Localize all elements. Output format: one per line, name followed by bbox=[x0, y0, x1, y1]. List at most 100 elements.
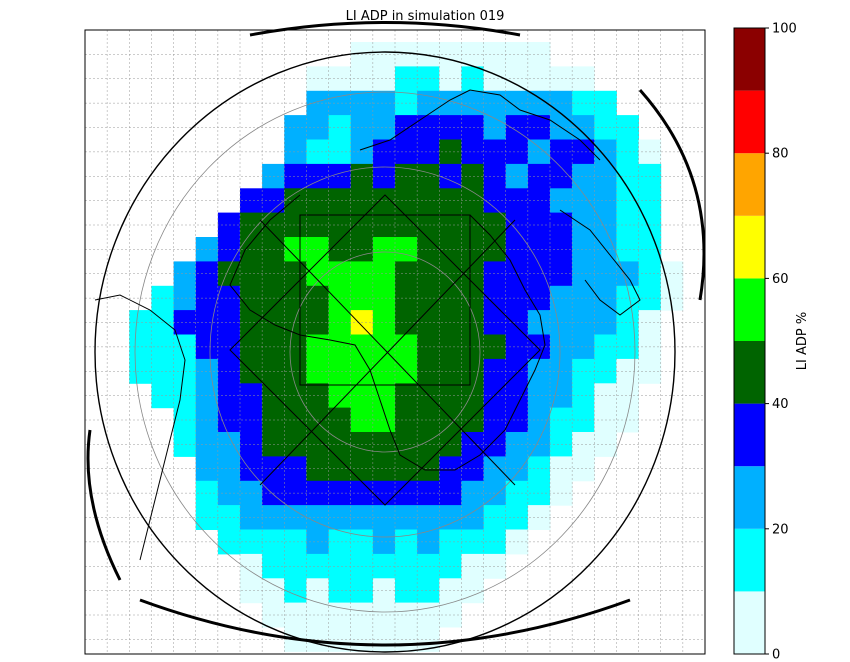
heatmap-cell bbox=[372, 285, 396, 311]
heatmap-cell bbox=[284, 188, 307, 214]
heatmap-cell bbox=[417, 553, 440, 579]
heatmap-cell bbox=[461, 310, 484, 335]
heatmap-cell bbox=[616, 334, 639, 360]
heatmap-cell bbox=[461, 456, 484, 482]
heatmap-cell bbox=[372, 627, 396, 652]
heatmap-cell bbox=[417, 66, 440, 92]
heatmap-cell bbox=[461, 139, 484, 165]
heatmap-cell bbox=[461, 553, 484, 579]
earth-disk-outline bbox=[94, 51, 676, 653]
heatmap-cell bbox=[527, 505, 551, 530]
heatmap-cell bbox=[372, 553, 396, 579]
view-circle-outer bbox=[134, 91, 636, 613]
heatmap-cell bbox=[417, 432, 440, 457]
heatmap-cell bbox=[572, 456, 595, 482]
heatmap-cell bbox=[240, 480, 263, 506]
heatmap-cell bbox=[527, 432, 551, 457]
heatmap-cell bbox=[527, 90, 551, 116]
chart-title: LI ADP in simulation 019 bbox=[345, 9, 505, 24]
heatmap-cell bbox=[240, 285, 263, 311]
colorbar-level bbox=[734, 28, 765, 91]
heatmap-cell bbox=[417, 529, 440, 555]
colorbar-tick-label: 40 bbox=[772, 397, 789, 412]
heatmap-cell bbox=[240, 237, 263, 262]
colorbar: 0 20 40 60 80 100 LI ADP % bbox=[733, 22, 810, 662]
heatmap-cell bbox=[372, 66, 396, 92]
heatmap-cell bbox=[240, 407, 263, 433]
heatmap-cell bbox=[616, 383, 639, 409]
heatmap-cell bbox=[461, 505, 484, 530]
disk-edge-band-top bbox=[249, 21, 521, 37]
heatmap-cell bbox=[240, 261, 263, 287]
heatmap-cell bbox=[173, 432, 197, 457]
heatmap-cell bbox=[572, 139, 595, 165]
heatmap-cell bbox=[572, 115, 595, 140]
heatmap-cell bbox=[616, 163, 639, 189]
heatmap-cell bbox=[461, 407, 484, 433]
heatmap-cell bbox=[284, 163, 307, 189]
heatmap-cell bbox=[461, 188, 484, 214]
heatmap-cell bbox=[527, 261, 551, 287]
footprint-square-2 bbox=[299, 214, 471, 386]
heatmap-cell bbox=[372, 42, 396, 67]
heatmap-cell bbox=[328, 66, 352, 92]
lightning-imager-footprints bbox=[229, 194, 541, 506]
heatmap-cell bbox=[240, 310, 263, 335]
heatmap-cell bbox=[284, 578, 307, 604]
view-circle-mid bbox=[209, 166, 561, 538]
heatmap-cell bbox=[572, 334, 595, 360]
heatmap-cell bbox=[461, 66, 484, 92]
heatmap-cell bbox=[240, 578, 263, 604]
colorbar-tick-label: 20 bbox=[772, 522, 789, 537]
heatmap-cell bbox=[284, 505, 307, 530]
heatmap-cell bbox=[328, 505, 352, 530]
heatmap-cell bbox=[616, 358, 639, 384]
colorbar-level bbox=[734, 403, 765, 467]
heatmap-cell bbox=[527, 310, 551, 335]
heatmap-cell bbox=[240, 212, 263, 238]
heatmap-cell bbox=[616, 212, 639, 238]
heatmap-cell bbox=[284, 480, 307, 506]
heatmap-cell bbox=[461, 334, 484, 360]
colorbar-level bbox=[734, 591, 765, 654]
heatmap-cell bbox=[527, 66, 551, 92]
colorbar-level bbox=[734, 215, 765, 279]
heatmap-cell bbox=[284, 334, 307, 360]
heatmap-cell bbox=[572, 90, 595, 116]
heatmap-cell bbox=[417, 237, 440, 262]
heatmap-cell bbox=[527, 358, 551, 384]
colorbar-level bbox=[734, 528, 765, 592]
heatmap-cell bbox=[417, 310, 440, 335]
heatmap-cell bbox=[417, 407, 440, 433]
heatmap-cell bbox=[328, 334, 352, 360]
colorbar-level bbox=[734, 90, 765, 154]
heatmap-cell bbox=[328, 188, 352, 214]
heatmap-cell bbox=[461, 480, 484, 506]
heatmap-cell bbox=[328, 432, 352, 457]
heatmap-cell bbox=[417, 139, 440, 165]
colorbar-level bbox=[734, 466, 765, 529]
heatmap-cell bbox=[417, 115, 440, 140]
heatmap-cell bbox=[328, 285, 352, 311]
heatmap-cell bbox=[461, 90, 484, 116]
heatmap-cell bbox=[372, 188, 396, 214]
heatmap-cell bbox=[328, 383, 352, 409]
disk-edge-band-bottom bbox=[139, 598, 631, 647]
heatmap-cell bbox=[240, 432, 263, 457]
heatmap-cell bbox=[372, 480, 396, 506]
earth-disk-edge bbox=[94, 51, 676, 653]
heatmap-cell bbox=[572, 383, 595, 409]
heatmap-cell bbox=[572, 407, 595, 433]
heatmap-cell bbox=[417, 480, 440, 506]
footprint-diagonal-2 bbox=[259, 219, 516, 486]
heatmap-cell bbox=[527, 285, 551, 311]
heatmap-cell bbox=[328, 480, 352, 506]
heatmap-cell bbox=[572, 285, 595, 311]
heatmap-cell bbox=[616, 310, 639, 335]
heatmap-cell bbox=[372, 163, 396, 189]
heatmap-cell bbox=[328, 212, 352, 238]
heatmap-cell bbox=[372, 432, 396, 457]
heatmap-cell bbox=[284, 285, 307, 311]
coastline-europe bbox=[359, 89, 601, 161]
heatmap-cell bbox=[527, 334, 551, 360]
